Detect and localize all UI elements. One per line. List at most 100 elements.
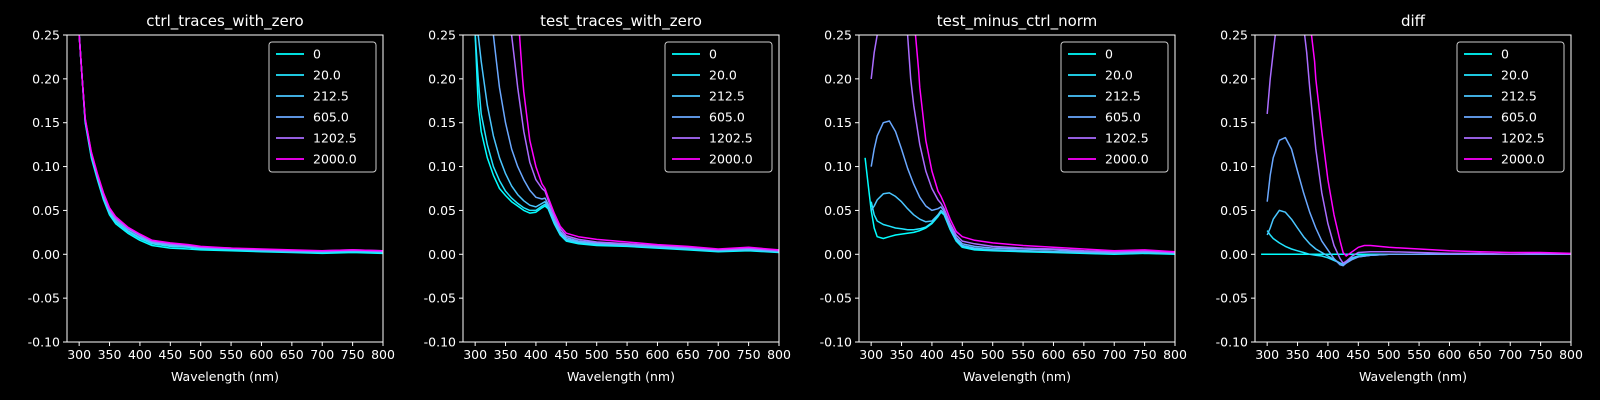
legend-label: 0 — [709, 47, 717, 62]
axes-frame — [462, 34, 780, 343]
y-tick-label: 0.05 — [824, 203, 852, 218]
x-tick-label: 500 — [585, 347, 609, 362]
y-tick-label: 0.20 — [32, 71, 60, 86]
x-tick-label: 400 — [128, 347, 152, 362]
y-tick-label: 0.15 — [1220, 115, 1248, 130]
axes-frame — [66, 34, 384, 343]
series-line-3 — [870, 120, 1175, 254]
y-tick-label: -0.05 — [1216, 291, 1248, 306]
legend-label: 1202.5 — [1105, 131, 1149, 146]
legend-label: 605.0 — [709, 110, 745, 125]
x-tick-label: 450 — [950, 347, 974, 362]
legend: 0 20.0 212.5 605.0 1202.5 2000.0 — [664, 41, 773, 173]
x-tick-label: 550 — [1407, 347, 1431, 362]
x-tick-label: 300 — [463, 347, 487, 362]
legend-label: 212.5 — [709, 89, 745, 104]
series-line-2 — [475, 35, 779, 253]
x-tick-label: 400 — [1316, 347, 1340, 362]
x-tick-label: 800 — [1163, 347, 1187, 362]
y-tick-label: 0.10 — [1220, 159, 1248, 174]
y-tick-label: 0.20 — [1220, 71, 1248, 86]
y-tick-label: 0.05 — [428, 203, 456, 218]
legend-label: 212.5 — [313, 89, 349, 104]
y-tick-label: 0.25 — [32, 28, 60, 43]
y-tick-label: 0.00 — [824, 247, 852, 262]
y-tick-label: -0.05 — [28, 291, 60, 306]
y-tick-label: 0.05 — [32, 203, 60, 218]
legend-label: 2000.0 — [709, 152, 753, 167]
y-tick-label: -0.10 — [28, 335, 60, 350]
legend-label: 20.0 — [1105, 68, 1133, 83]
y-tick-label: -0.10 — [1216, 335, 1248, 350]
y-tick-label: 0.05 — [1220, 203, 1248, 218]
x-tick-label: 700 — [1498, 347, 1522, 362]
x-tick-label: 600 — [1438, 347, 1462, 362]
x-tick-label: 650 — [676, 347, 700, 362]
y-tick-label: 0.10 — [824, 159, 852, 174]
legend-label: 605.0 — [1105, 110, 1141, 125]
y-tick-label: 0.00 — [428, 247, 456, 262]
x-tick-label: 350 — [890, 347, 914, 362]
series-group — [864, 35, 1175, 256]
series-line-3 — [492, 35, 779, 252]
y-tick-label: 0.25 — [824, 28, 852, 43]
y-tick-label: 0.15 — [428, 115, 456, 130]
x-tick-label: 800 — [1559, 347, 1583, 362]
chart-panel-1: 300 350 400 450 500 550 600 650 700 750 800 -0.10 -0… — [28, 12, 395, 384]
legend-label: 2000.0 — [1501, 152, 1545, 167]
legend-label: 0 — [1501, 47, 1509, 62]
x-tick-label: 300 — [67, 347, 91, 362]
x-axis-label: Wavelength (nm) — [171, 369, 279, 384]
series-line-3 — [1266, 136, 1571, 267]
legend-label: 20.0 — [709, 68, 737, 83]
x-tick-label: 700 — [310, 347, 334, 362]
x-tick-label: 700 — [706, 347, 730, 362]
y-tick-label: 0.25 — [1220, 28, 1248, 43]
y-tick-label: -0.05 — [820, 291, 852, 306]
x-tick-label: 350 — [494, 347, 518, 362]
y-tick-label: 0.10 — [428, 159, 456, 174]
x-axis-label: Wavelength (nm) — [963, 369, 1071, 384]
legend-label: 605.0 — [1501, 110, 1537, 125]
y-tick-label: 0.00 — [32, 247, 60, 262]
series-line-5 — [1310, 35, 1571, 257]
x-tick-label: 650 — [280, 347, 304, 362]
legend: 0 20.0 212.5 605.0 1202.5 2000.0 — [1060, 41, 1169, 173]
y-tick-label: -0.10 — [424, 335, 456, 350]
x-tick-label: 550 — [219, 347, 243, 362]
series-group — [474, 35, 779, 254]
x-tick-label: 450 — [554, 347, 578, 362]
x-tick-label: 750 — [1133, 347, 1157, 362]
series-line-4 — [510, 35, 779, 252]
y-tick-label: 0.15 — [32, 115, 60, 130]
x-tick-label: 800 — [767, 347, 791, 362]
legend: 0 20.0 212.5 605.0 1202.5 2000.0 — [1456, 41, 1565, 173]
x-tick-label: 350 — [98, 347, 122, 362]
legend-label: 1202.5 — [1501, 131, 1545, 146]
x-tick-label: 800 — [371, 347, 395, 362]
legend-label: 2000.0 — [313, 152, 357, 167]
y-tick-label: 0.10 — [32, 159, 60, 174]
series-line-5 — [914, 35, 1175, 253]
legend-label: 212.5 — [1501, 89, 1537, 104]
legend-label: 605.0 — [313, 110, 349, 125]
legend: 0 20.0 212.5 605.0 1202.5 2000.0 — [268, 41, 377, 173]
series-group — [78, 35, 383, 255]
axes-frame — [1254, 34, 1572, 343]
chart-title: test_minus_ctrl_norm — [937, 12, 1098, 31]
chart-panel-3: 300 350 400 450 500 550 600 650 700 750 800 -0.10 -0… — [820, 12, 1187, 384]
x-tick-label: 600 — [646, 347, 670, 362]
x-tick-label: 750 — [1529, 347, 1553, 362]
series-line-2 — [870, 192, 1175, 255]
x-tick-label: 500 — [981, 347, 1005, 362]
x-tick-label: 400 — [524, 347, 548, 362]
axes-frame — [858, 34, 1176, 343]
chart-title: diff — [1401, 12, 1426, 30]
chart-panel-4: 300 350 400 450 500 550 600 650 700 750 800 -0.10 -0… — [1216, 12, 1583, 384]
legend-label: 20.0 — [313, 68, 341, 83]
x-axis-label: Wavelength (nm) — [1359, 369, 1467, 384]
y-tick-label: 0.00 — [1220, 247, 1248, 262]
series-group — [1261, 35, 1571, 267]
x-tick-label: 350 — [1286, 347, 1310, 362]
